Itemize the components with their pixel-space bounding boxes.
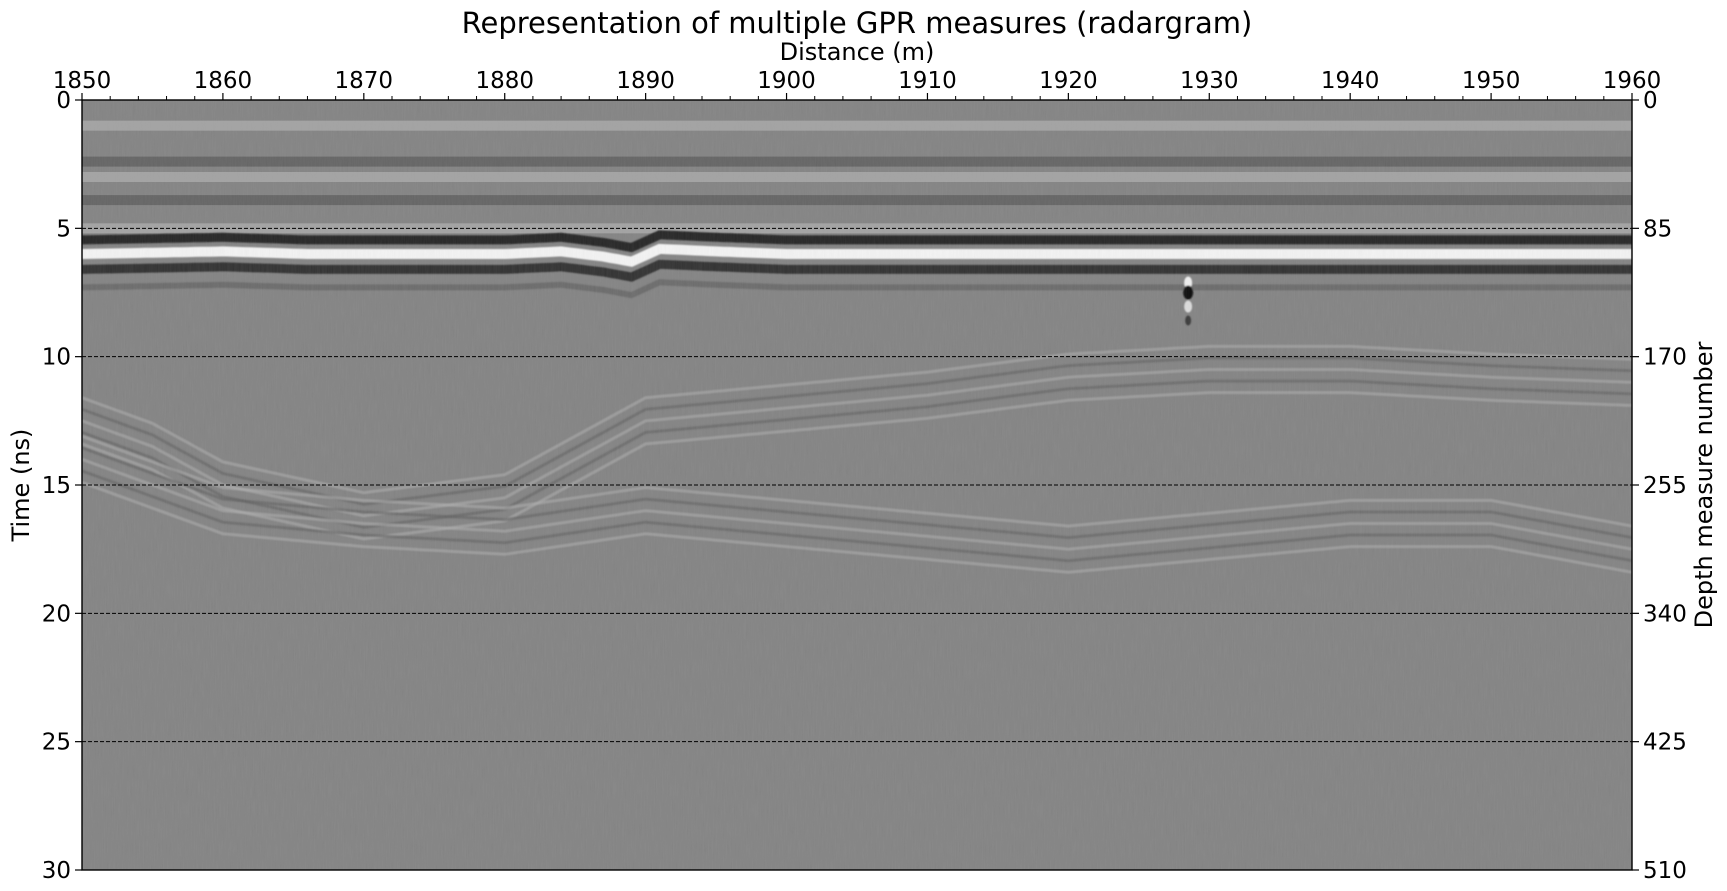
- x-tick-label: 1910: [898, 68, 957, 94]
- y-right-tick-label: 0: [1643, 88, 1658, 114]
- x-tick-label: 1880: [475, 68, 534, 94]
- y-right-tick-label: 510: [1643, 858, 1687, 884]
- y-tick-label: 10: [42, 345, 71, 371]
- y-right-tick-label: 340: [1643, 601, 1687, 627]
- x-axis-ticks: 1850 1860 1870 1880 1890 1900 1910 1920 1930 1940…: [53, 68, 1662, 100]
- x-tick-label: 1890: [616, 68, 675, 94]
- y-tick-label: 25: [42, 730, 71, 756]
- y-tick-label: 15: [42, 473, 71, 499]
- y-axis-ticks: 0 5 10 15 20 25 30: [42, 88, 82, 884]
- y-tick-label: 20: [42, 601, 71, 627]
- y-axis-ticks-right: 0 85 170 255 340 425 510: [1632, 88, 1687, 884]
- x-tick-label: 1850: [53, 68, 112, 94]
- x-tick-label: 1940: [1321, 68, 1380, 94]
- y-tick-label: 5: [56, 216, 71, 242]
- x-tick-label: 1920: [1039, 68, 1098, 94]
- y-tick-label: 30: [42, 858, 71, 884]
- x-tick-label: 1930: [1180, 68, 1239, 94]
- y-right-tick-label: 255: [1643, 473, 1687, 499]
- x-tick-label: 1860: [194, 68, 253, 94]
- y-axis-label: Time (ns): [7, 429, 35, 543]
- x-tick-label: 1950: [1462, 68, 1521, 94]
- x-tick-label: 1870: [335, 68, 394, 94]
- y-tick-label: 0: [56, 88, 71, 114]
- chart-title: Representation of multiple GPR measures …: [462, 6, 1253, 40]
- x-axis-label: Distance (m): [780, 38, 935, 66]
- y-right-tick-label: 425: [1643, 730, 1687, 756]
- y-right-tick-label: 170: [1643, 345, 1687, 371]
- x-tick-label: 1900: [757, 68, 816, 94]
- y-axis-label-right: Depth measure number: [1690, 342, 1718, 629]
- x-tick-label: 1960: [1603, 68, 1662, 94]
- y-right-tick-label: 85: [1643, 216, 1672, 242]
